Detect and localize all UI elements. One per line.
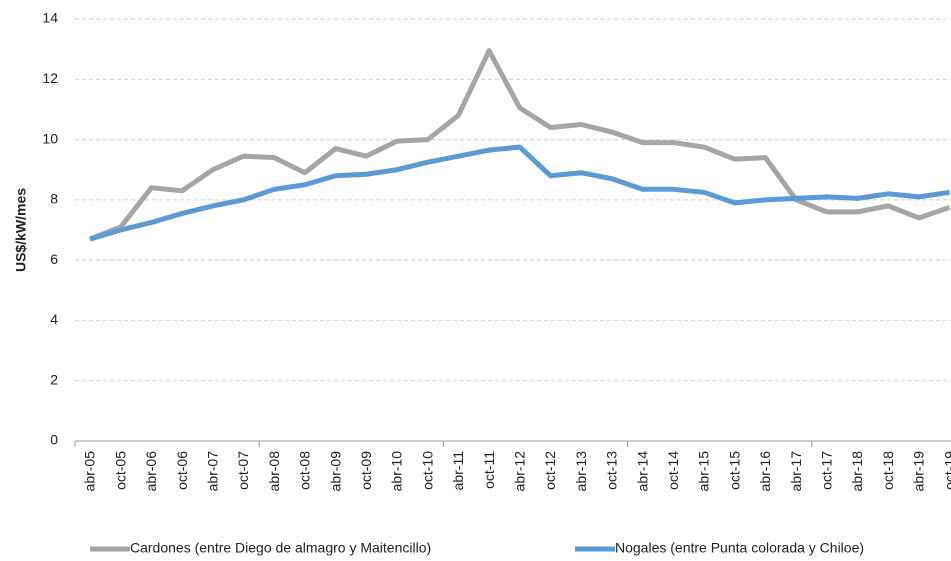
x-tick-label: abr-16 — [757, 451, 773, 492]
y-tick-label: 4 — [50, 311, 58, 327]
x-tick-label: abr-09 — [327, 451, 343, 492]
x-tick-label: oct-06 — [174, 451, 190, 490]
y-tick-label: 2 — [50, 371, 58, 387]
line — [89, 48, 951, 242]
y-tick-label: 0 — [50, 432, 58, 448]
y-tick-label: 10 — [42, 130, 58, 146]
x-tick-label: abr-12 — [512, 451, 528, 492]
x-tick-label: abr-14 — [634, 451, 650, 492]
x-tick-label: oct-11 — [481, 451, 497, 489]
x-tick-label: oct-18 — [880, 451, 896, 490]
x-tick-label: oct-07 — [235, 451, 251, 490]
x-tick-label: abr-13 — [573, 451, 589, 492]
x-tick-label: abr-18 — [849, 451, 865, 492]
y-axis-label: US$/kW/mes — [13, 188, 29, 272]
legend-label: Nogales (entre Punta colorada y Chiloe) — [615, 540, 864, 556]
x-tick-label: abr-19 — [911, 451, 927, 492]
x-tick-label: oct-12 — [542, 451, 558, 490]
x-tick-label: abr-05 — [82, 451, 98, 492]
y-tick-label: 8 — [50, 191, 58, 207]
x-tick-label: oct-17 — [819, 451, 835, 490]
x-tick-label: oct-10 — [419, 451, 435, 490]
x-tick-label: abr-07 — [205, 451, 221, 492]
y-tick-label: 6 — [50, 251, 58, 267]
x-tick-label: oct-05 — [112, 451, 128, 490]
x-tick-label: oct-15 — [726, 451, 742, 490]
line — [89, 144, 950, 242]
x-tick-label: abr-06 — [143, 451, 159, 492]
legend-label: Cardones (entre Diego de almagro y Maite… — [130, 540, 431, 556]
x-tick-label: oct-08 — [297, 451, 313, 490]
x-tick-label: oct-09 — [358, 451, 374, 490]
x-tick-label: abr-10 — [389, 451, 405, 492]
x-tick-label: abr-11 — [450, 451, 466, 491]
x-tick-label: oct-14 — [665, 451, 681, 490]
y-tick-label: 14 — [42, 10, 58, 26]
y-tick-label: 12 — [42, 70, 58, 86]
x-tick-label: abr-17 — [788, 451, 804, 492]
x-tick-label: abr-08 — [266, 451, 282, 492]
x-tick-label: abr-15 — [696, 451, 712, 492]
x-tick-label: oct-13 — [604, 451, 620, 490]
x-tick-label: oct-19 — [941, 451, 951, 490]
